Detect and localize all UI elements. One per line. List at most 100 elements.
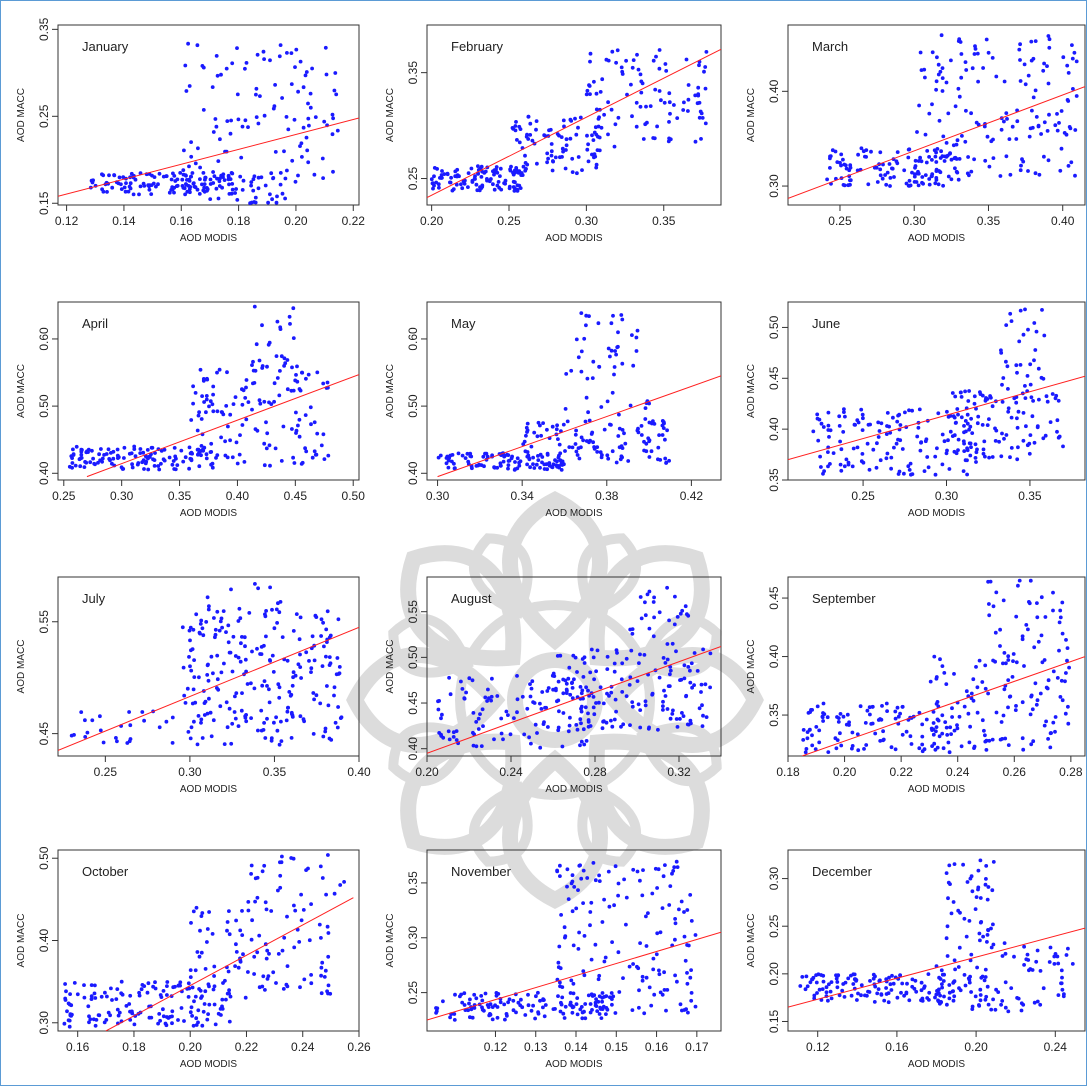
data-point xyxy=(323,729,328,734)
data-point xyxy=(810,733,814,738)
data-point xyxy=(839,743,844,748)
data-point xyxy=(1014,704,1018,708)
data-point xyxy=(660,423,665,428)
data-point xyxy=(647,985,652,990)
data-point xyxy=(821,425,826,429)
data-point xyxy=(305,148,310,153)
data-point xyxy=(115,447,120,452)
data-point xyxy=(695,101,700,106)
data-point xyxy=(125,741,130,745)
data-point xyxy=(474,182,479,187)
data-point xyxy=(614,60,618,65)
data-point xyxy=(949,911,954,916)
data-point xyxy=(876,435,881,439)
data-point xyxy=(1051,608,1055,613)
data-point xyxy=(243,657,248,662)
data-point xyxy=(308,105,313,110)
data-point xyxy=(973,456,978,460)
data-point xyxy=(198,165,203,170)
data-point xyxy=(581,969,586,973)
data-point xyxy=(235,461,240,466)
data-point xyxy=(296,89,300,94)
data-point xyxy=(937,118,942,123)
data-point xyxy=(594,162,599,167)
data-point xyxy=(142,718,147,723)
data-point xyxy=(323,45,328,50)
data-point xyxy=(679,677,684,682)
data-point xyxy=(592,712,597,717)
data-point xyxy=(277,54,282,59)
data-point xyxy=(957,94,962,99)
data-point xyxy=(805,736,810,741)
data-point xyxy=(850,730,855,735)
data-point xyxy=(526,114,531,119)
data-point xyxy=(214,54,219,58)
data-point xyxy=(650,691,655,696)
data-point xyxy=(120,992,125,997)
data-point xyxy=(583,1002,588,1006)
data-point xyxy=(320,156,325,161)
data-point xyxy=(889,988,894,992)
data-point xyxy=(450,459,454,464)
data-point xyxy=(303,446,307,451)
data-point xyxy=(274,200,279,205)
data-point xyxy=(175,463,180,467)
data-point xyxy=(97,1013,102,1018)
data-point xyxy=(1053,715,1058,719)
data-point xyxy=(193,994,198,999)
data-point xyxy=(538,998,542,1003)
data-point xyxy=(192,658,197,662)
data-point xyxy=(217,179,222,184)
data-point xyxy=(268,192,272,197)
data-point xyxy=(1023,396,1028,400)
data-point xyxy=(1005,364,1010,369)
data-point xyxy=(312,658,317,663)
data-point xyxy=(82,465,87,469)
data-point xyxy=(575,1012,580,1017)
data-point xyxy=(628,723,632,727)
data-point xyxy=(586,718,591,722)
data-point xyxy=(190,985,195,990)
data-point xyxy=(243,396,248,400)
data-point xyxy=(634,124,639,129)
data-point xyxy=(571,943,576,948)
data-point xyxy=(1002,651,1007,655)
data-point xyxy=(206,982,211,987)
data-point xyxy=(77,457,82,462)
data-point xyxy=(886,1000,891,1005)
data-point xyxy=(186,995,191,999)
y-tick-label: 0.40 xyxy=(37,928,51,952)
data-point xyxy=(612,365,617,369)
data-point xyxy=(1028,578,1033,583)
data-point xyxy=(294,373,298,377)
data-point xyxy=(682,910,686,914)
data-point xyxy=(915,130,919,134)
data-point xyxy=(947,467,952,471)
data-point xyxy=(119,182,123,187)
x-tick-label: 0.20 xyxy=(833,765,857,779)
data-point xyxy=(962,424,966,428)
data-point xyxy=(631,58,636,62)
data-point xyxy=(838,731,842,736)
data-point xyxy=(582,742,587,747)
data-point xyxy=(941,134,946,139)
data-point xyxy=(454,182,459,187)
data-point xyxy=(964,108,968,113)
data-point xyxy=(249,681,253,686)
data-point xyxy=(207,696,211,701)
data-point xyxy=(191,401,196,406)
data-point xyxy=(445,171,450,176)
data-point xyxy=(503,1017,507,1022)
data-point xyxy=(495,1005,500,1009)
data-point xyxy=(990,737,995,742)
data-point xyxy=(507,997,512,1002)
data-point xyxy=(236,117,241,122)
data-point xyxy=(202,185,207,190)
data-point xyxy=(896,472,901,476)
data-point xyxy=(866,182,871,187)
data-point xyxy=(983,454,987,459)
data-point xyxy=(509,164,513,169)
data-point xyxy=(579,311,584,315)
data-point xyxy=(630,65,635,70)
data-point xyxy=(966,711,971,716)
